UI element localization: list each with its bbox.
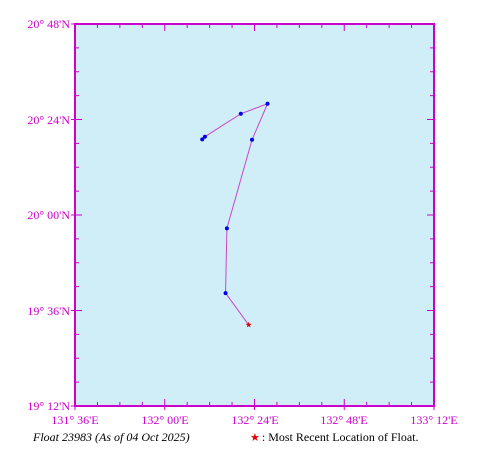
lon-label-2: 132° 24'E [231, 413, 278, 427]
lat-label-1: 20° 24'N [27, 113, 70, 127]
float-position-point [224, 226, 229, 231]
float-track-line [201, 102, 269, 326]
lat-label-2: 20° 00'N [27, 208, 70, 222]
lon-label-3: 132° 48'E [320, 413, 367, 427]
lat-label-4: 19° 12'N [27, 399, 70, 413]
map-frame [74, 23, 435, 407]
lon-label-4: 133° 12'E [410, 413, 457, 427]
float-positions [200, 101, 270, 328]
float-position-point [223, 291, 228, 296]
float-position-point [202, 134, 207, 139]
map-legend: ★: Most Recent Location of Float. [250, 430, 419, 445]
float-position-point [200, 137, 205, 142]
latest-position-star-icon [245, 321, 252, 328]
lon-label-1: 132° 00'E [141, 413, 188, 427]
ocean-area [75, 24, 434, 406]
float-position-point [250, 137, 255, 142]
float-position-point [238, 111, 243, 116]
float-position-point [265, 101, 270, 106]
lat-label-3: 19° 36'N [27, 304, 70, 318]
map-caption-title: Float 23983 (As of 04 Oct 2025) [33, 430, 190, 444]
star-icon: ★ [250, 432, 260, 444]
lat-label-0: 20° 48'N [27, 17, 70, 31]
lon-label-0: 131° 36'E [51, 413, 98, 427]
legend-text: : Most Recent Location of Float. [261, 430, 419, 444]
